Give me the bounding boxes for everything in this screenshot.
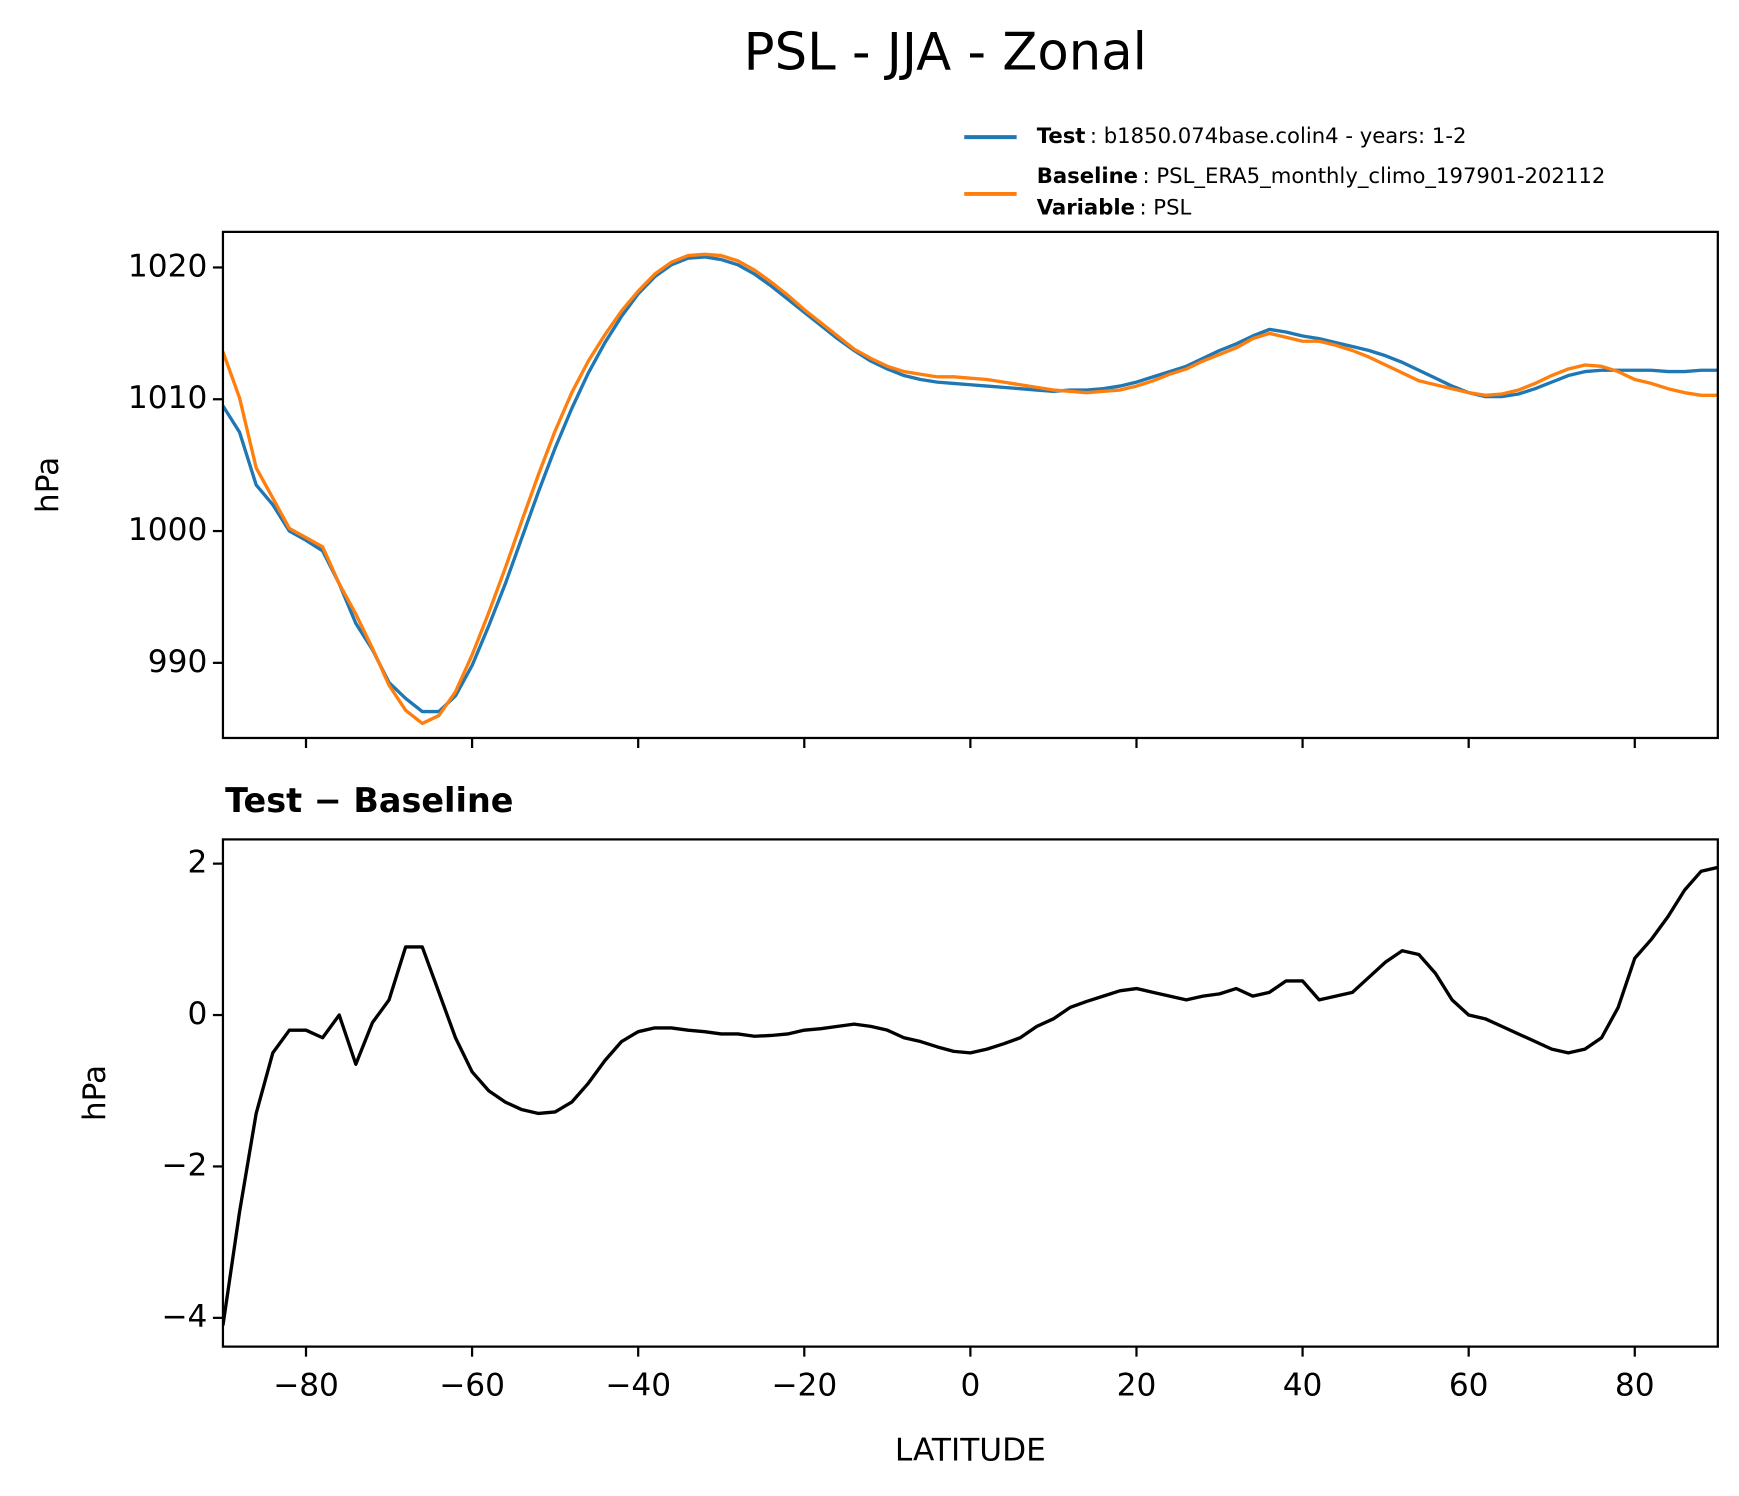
x-tick-label: −60 <box>439 1368 505 1404</box>
legend-entry: Variable: PSL <box>1037 194 1192 219</box>
x-tick-label: 60 <box>1449 1368 1489 1404</box>
x-axis-label: LATITUDE <box>895 1432 1046 1468</box>
legend-entry: Test: b1850.074base.colin4 - years: 1-2 <box>1037 123 1467 148</box>
legend-entry: Baseline: PSL_ERA5_monthly_climo_197901-… <box>1037 163 1606 189</box>
legend-key: Variable <box>1037 194 1135 219</box>
x-tick-label: 20 <box>1117 1368 1157 1404</box>
y-tick-label: −2 <box>161 1147 207 1183</box>
data-line <box>222 255 1718 714</box>
legend-detail: : PSL <box>1139 194 1191 219</box>
data-line <box>222 865 1718 1326</box>
figure-title: PSL - JJA - Zonal <box>744 23 1147 83</box>
panel-title: Test − Baseline <box>225 781 513 820</box>
x-tick-label: 80 <box>1615 1368 1655 1404</box>
y-tick-label: 1020 <box>128 248 207 284</box>
x-tick-label: 40 <box>1283 1368 1323 1404</box>
y-tick-label: −4 <box>161 1299 207 1335</box>
legend-detail: : b1850.074base.colin4 - years: 1-2 <box>1090 123 1467 148</box>
legend-key: Test <box>1037 123 1086 148</box>
legend-detail: : PSL_ERA5_monthly_climo_197901-202112 <box>1143 163 1606 189</box>
axes-frame <box>221 838 1719 1348</box>
x-tick-label: −20 <box>771 1368 837 1404</box>
axes-frame <box>221 230 1719 740</box>
x-tick-label: −80 <box>273 1368 339 1404</box>
y-tick-label: 1000 <box>128 512 207 548</box>
y-tick-label: 1010 <box>128 380 207 416</box>
y-tick-label: 0 <box>187 996 207 1032</box>
y-axis-label: hPa <box>30 457 66 513</box>
y-tick-label: 990 <box>148 644 208 680</box>
data-line <box>222 252 1718 726</box>
x-tick-label: −40 <box>605 1368 671 1404</box>
x-tick-label: 0 <box>960 1368 980 1404</box>
legend-key: Baseline <box>1037 163 1138 188</box>
y-axis-label: hPa <box>77 1065 113 1121</box>
y-tick-label: 2 <box>187 845 207 881</box>
